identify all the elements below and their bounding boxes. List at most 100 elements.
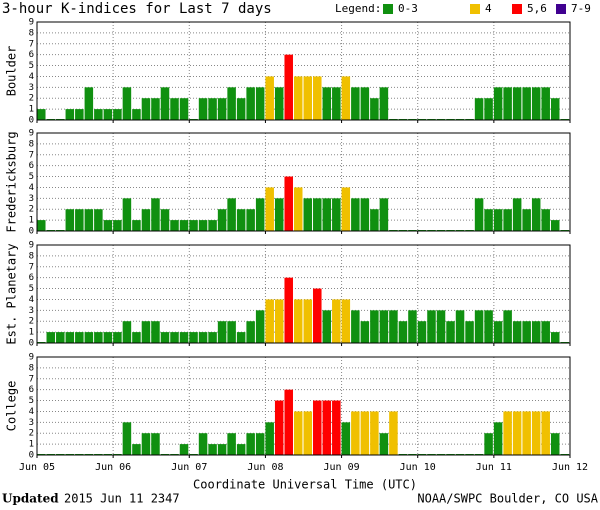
x-tick-label: Jun 12 [552,462,588,473]
bar [284,389,293,455]
panel-label: Est. Planetary [5,243,19,344]
bar [208,220,217,231]
bar [503,87,512,120]
bar [208,444,217,455]
bar [322,198,332,231]
bar [484,209,493,231]
bar [217,209,227,231]
bar [160,332,170,343]
bar [284,176,293,231]
bar [503,411,512,455]
bar [151,321,160,343]
y-tick-label: 1 [29,105,34,115]
bar [84,87,94,120]
bar [436,310,446,343]
bar [332,87,341,120]
panel-label: College [5,381,19,432]
bar [293,299,303,343]
bar [179,332,189,343]
bar [132,109,141,120]
bar [255,433,265,455]
bar [208,332,217,343]
bar [122,422,132,455]
bar [313,288,322,343]
bar [341,187,351,231]
y-tick-label: 1 [29,440,34,450]
bar [208,98,217,120]
bar [94,332,103,343]
bar [360,198,370,231]
y-tick-label: 3 [29,418,34,428]
bar [151,198,160,231]
bar [265,76,274,120]
bar [322,310,332,343]
legend-label: 4 [485,2,492,15]
bar [103,220,113,231]
bar [531,87,541,120]
bar [170,98,179,120]
bar [332,299,341,343]
bar [255,198,265,231]
y-tick-label: 8 [29,363,34,373]
bar [274,400,284,455]
bar [141,321,151,343]
y-tick-label: 5 [29,172,34,182]
bar [37,220,46,231]
bar [236,209,246,231]
y-tick-label: 5 [29,396,34,406]
bar [332,198,341,231]
bar [379,87,389,120]
bar [274,198,284,231]
bar [313,198,322,231]
bar [351,87,360,120]
y-tick-label: 7 [29,39,34,49]
bar [179,444,189,455]
bar [341,422,351,455]
bar [75,109,84,120]
y-tick-label: 3 [29,83,34,93]
bar [474,310,484,343]
y-tick-label: 0 [29,116,34,126]
bar [132,220,141,231]
bar [484,98,493,120]
bar [465,321,474,343]
bar [246,209,255,231]
bar [246,87,255,120]
y-tick-label: 8 [29,28,34,38]
legend-swatch [512,4,522,14]
y-tick-label: 4 [29,183,34,193]
legend-swatch [556,4,566,14]
bar [522,321,531,343]
bar [151,98,160,120]
y-tick-label: 2 [29,429,34,439]
bar [550,98,560,120]
bar [379,310,389,343]
bar [236,332,246,343]
legend-swatch [383,4,393,14]
panel-label: Boulder [5,46,19,97]
bar [503,310,512,343]
updated-label: Updated [2,492,59,506]
bar [370,98,379,120]
bar [293,187,303,231]
y-tick-label: 0 [29,227,34,237]
plot-frame [36,356,571,456]
bar [360,411,370,455]
y-tick-label: 9 [29,241,34,251]
bar [541,209,550,231]
bar [522,209,531,231]
updated-time: 2015 Jun 11 2347 [64,492,180,506]
bar [141,209,151,231]
bar [75,209,84,231]
bar [132,332,141,343]
bar [455,310,465,343]
y-tick-label: 0 [29,339,34,349]
bar [227,321,236,343]
bar [37,109,46,120]
bar [170,220,179,231]
bar [293,76,303,120]
y-tick-label: 4 [29,407,34,417]
plot-frame [36,244,571,344]
bar [198,332,208,343]
